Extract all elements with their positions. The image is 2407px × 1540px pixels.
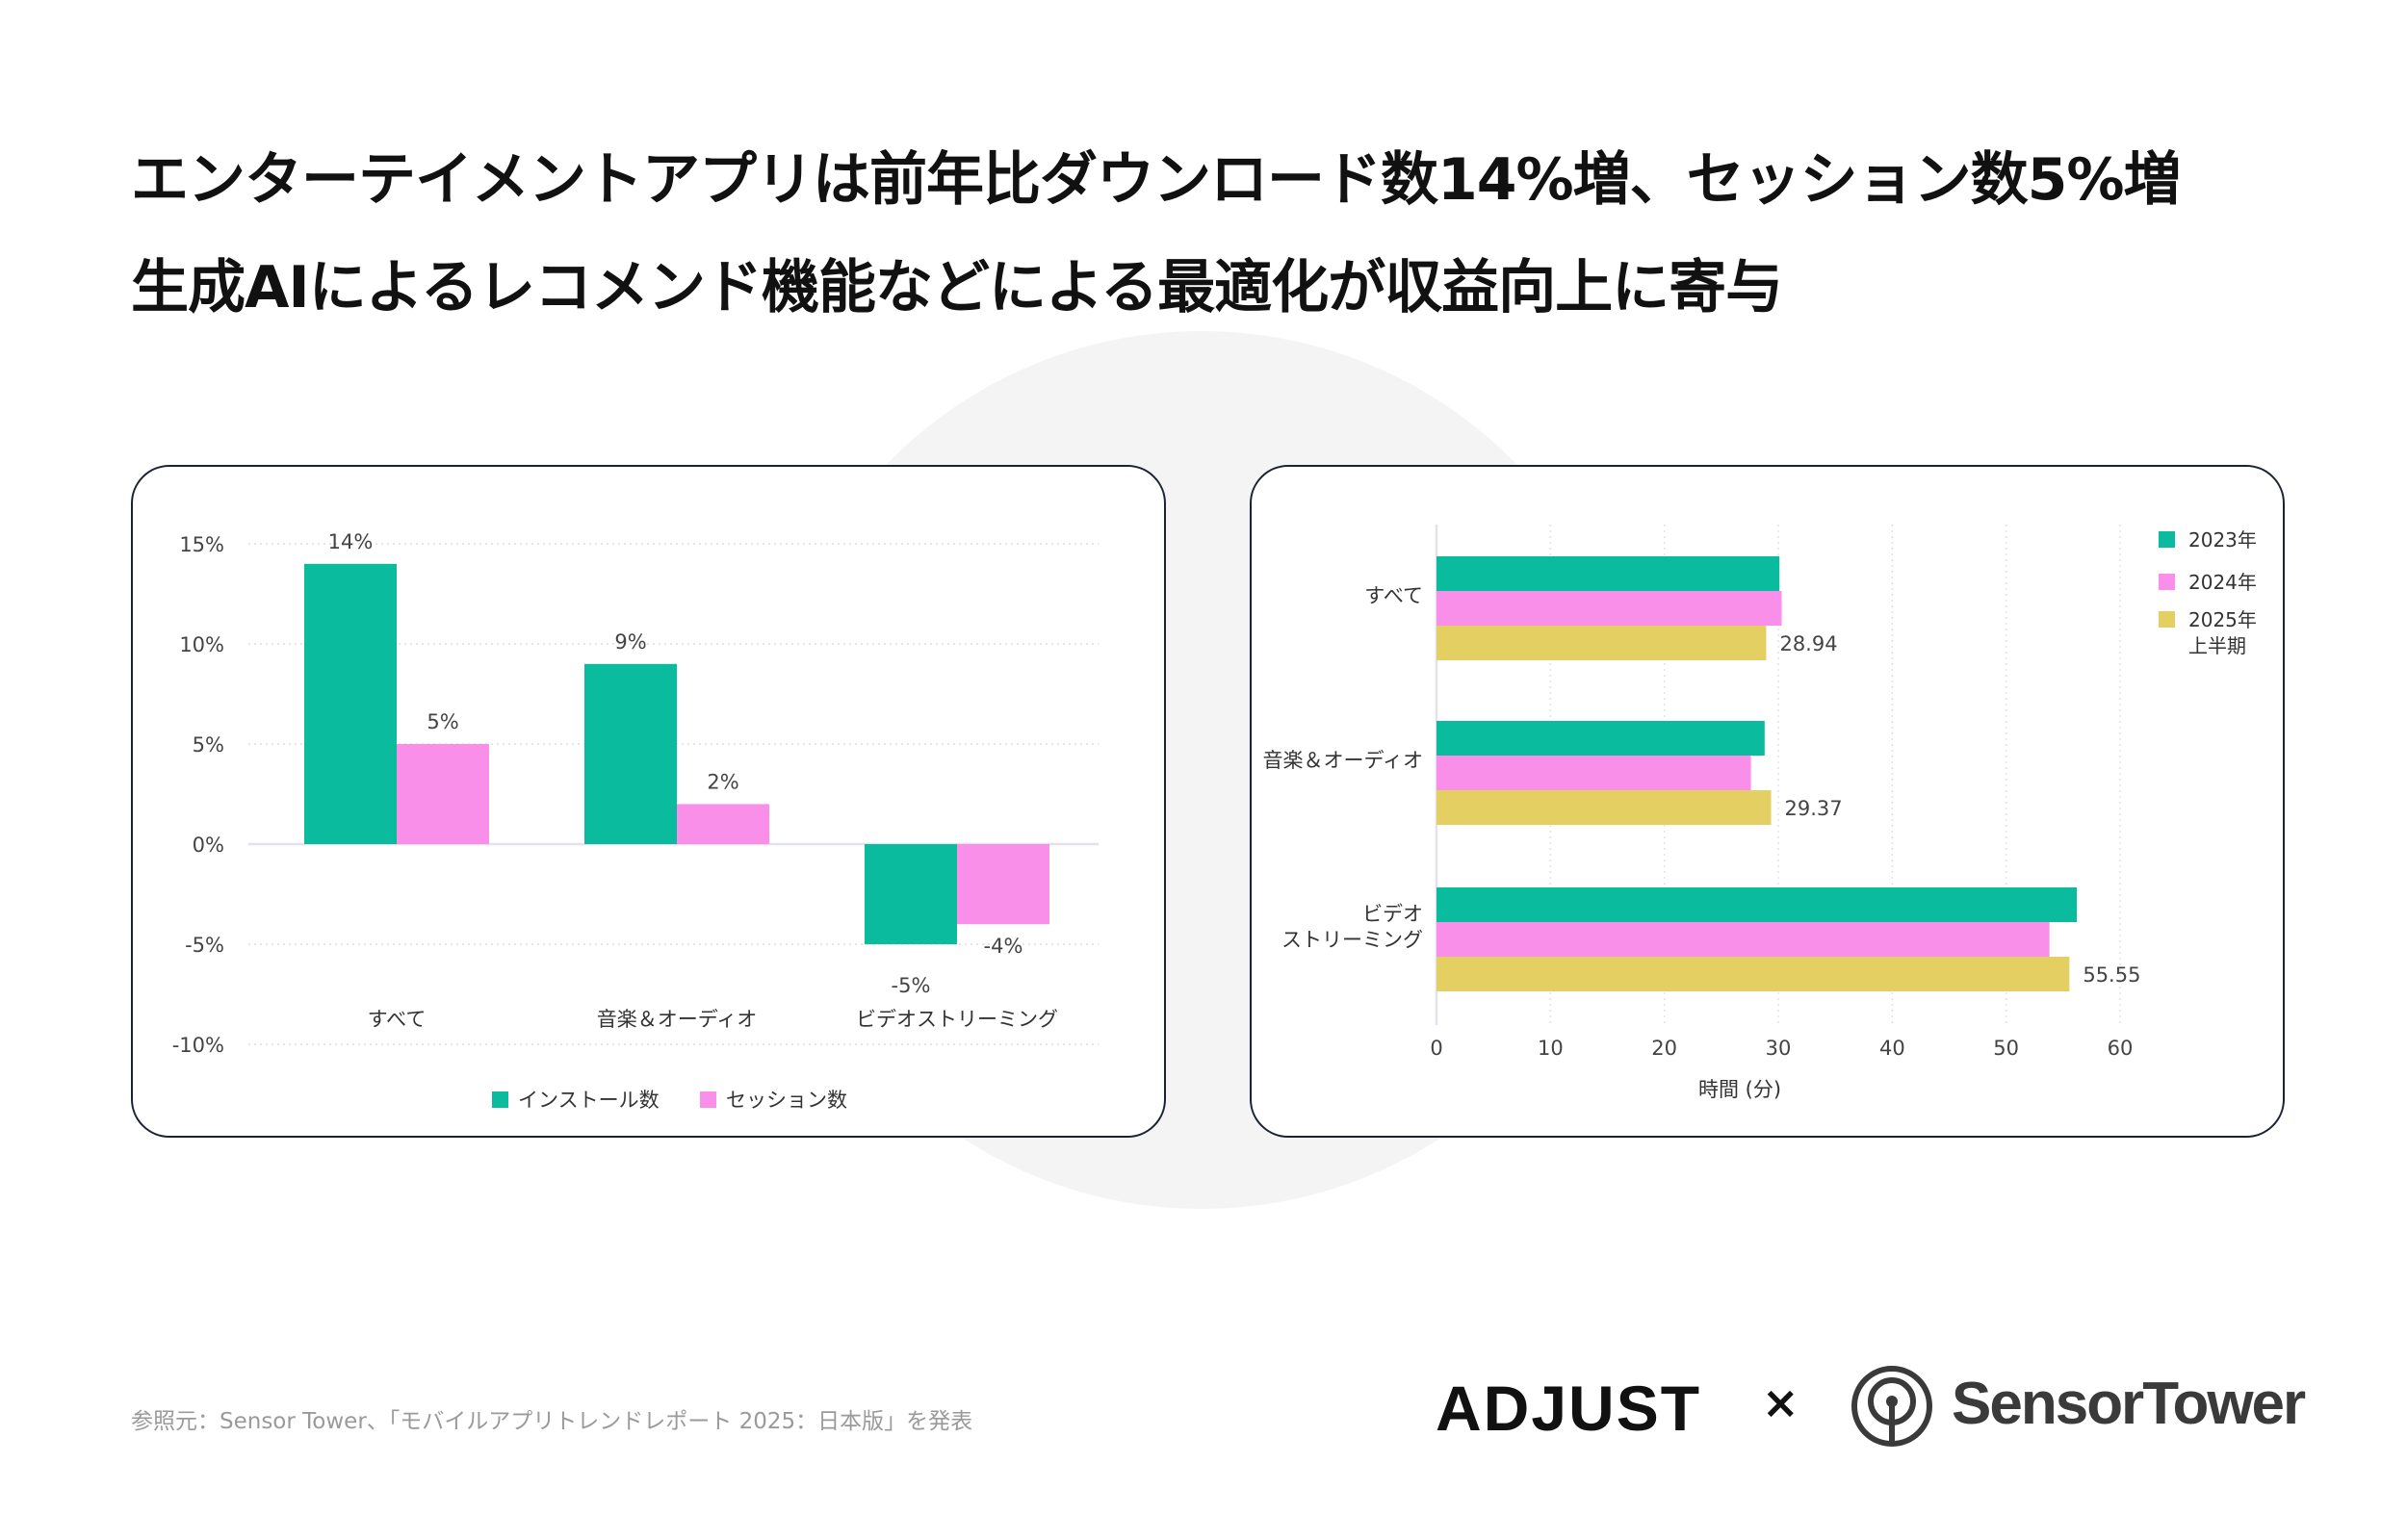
bar-sessions xyxy=(957,844,1049,925)
data-label: 28.94 xyxy=(1779,632,1837,655)
bar-2025 xyxy=(1436,790,1772,825)
legend-swatch xyxy=(700,1091,716,1108)
category-label: 音楽＆オーディオ xyxy=(597,1008,758,1031)
headline-line-2: 生成AIによるレコメンド機能などによる最適化が収益向上に寄与 xyxy=(131,254,1783,321)
legend-swatch xyxy=(2159,611,2175,628)
headline-line-1: エンターテイメントアプリは前年比ダウンロード数14%増、セッション数5%増 xyxy=(131,146,2181,214)
data-label: 29.37 xyxy=(1785,797,1843,820)
sensortower-logo-icon xyxy=(1851,1366,1932,1447)
bar-installs xyxy=(865,844,957,944)
source-note: 参照元：Sensor Tower、「モバイルアプリトレンドレポート 2025：日… xyxy=(131,1409,973,1434)
x-tick-label: 60 xyxy=(2108,1037,2134,1060)
data-label: 5% xyxy=(427,710,458,733)
legend-label: インストール数 xyxy=(518,1089,660,1112)
y-tick-label: -10% xyxy=(172,1034,224,1057)
bar-sessions xyxy=(397,744,489,844)
legend-swatch xyxy=(2159,574,2175,590)
collaboration-x: × xyxy=(1762,1376,1799,1428)
legend-label: 2024年 xyxy=(2188,571,2257,594)
data-label: 9% xyxy=(614,630,646,654)
category-label: すべて xyxy=(1364,584,1423,607)
y-tick-label: 15% xyxy=(179,533,224,556)
bar-installs xyxy=(304,563,397,844)
adjust-logo: ADJUST xyxy=(1436,1373,1702,1444)
x-tick-label: 10 xyxy=(1538,1037,1564,1060)
install-session-chart-card: 15% 10% 5% 0% -5% -10% 14% 5% すべて 9% 2% 音楽＆オーディオ -5%… xyxy=(131,465,1166,1138)
bar-2023 xyxy=(1436,556,1780,591)
category-label: 音楽＆オーディオ xyxy=(1262,749,1423,772)
install-session-bar-chart: 15% 10% 5% 0% -5% -10% 14% 5% すべて 9% 2% 音楽＆オーディオ -5%… xyxy=(172,530,1099,1112)
legend-label: 2023年 xyxy=(2188,528,2257,552)
x-tick-label: 30 xyxy=(1766,1037,1792,1060)
legend-label: 上半期 xyxy=(2188,634,2246,657)
usage-time-chart-card: 0 10 20 30 40 50 60 時間 (分) 28.94 すべて 29.37 音楽＆オーディオ… xyxy=(1250,465,2285,1138)
legend-label: 2025年 xyxy=(2188,608,2257,631)
data-label: 14% xyxy=(328,530,374,553)
bar-installs xyxy=(584,663,677,844)
x-tick-label: 40 xyxy=(1879,1037,1905,1060)
legend-label: セッション数 xyxy=(726,1089,847,1112)
bar-2025 xyxy=(1436,957,2070,991)
y-tick-label: 10% xyxy=(179,633,224,656)
x-tick-label: 50 xyxy=(1993,1037,2019,1060)
x-axis-title: 時間 (分) xyxy=(1698,1078,1781,1101)
data-label: -4% xyxy=(984,935,1023,958)
category-label: すべて xyxy=(368,1008,427,1031)
x-tick-label: 0 xyxy=(1430,1037,1442,1060)
category-label: ストリーミング xyxy=(1281,929,1423,952)
y-tick-label: 5% xyxy=(193,733,224,757)
x-tick-label: 20 xyxy=(1651,1037,1677,1060)
bar-2024 xyxy=(1436,756,1751,790)
data-label: 2% xyxy=(707,770,738,793)
category-label: ビデオ xyxy=(1362,903,1423,926)
bar-2023 xyxy=(1436,721,1765,756)
y-tick-label: 0% xyxy=(193,834,224,857)
bar-2025 xyxy=(1436,626,1767,660)
bar-2023 xyxy=(1436,887,2078,922)
data-label: -5% xyxy=(892,974,931,997)
legend-swatch xyxy=(492,1091,508,1108)
data-label: 55.55 xyxy=(2083,963,2140,987)
bar-2024 xyxy=(1436,591,1782,626)
bar-sessions xyxy=(677,804,769,844)
legend-swatch xyxy=(2159,531,2175,548)
y-tick-label: -5% xyxy=(185,934,224,957)
bar-2024 xyxy=(1436,922,2050,957)
sensortower-logo-text: SensorTower xyxy=(1952,1371,2306,1437)
category-label: ビデオストリーミング xyxy=(856,1008,1058,1031)
usage-time-bar-chart: 0 10 20 30 40 50 60 時間 (分) 28.94 すべて 29.37 音楽＆オーディオ… xyxy=(1262,525,2257,1101)
